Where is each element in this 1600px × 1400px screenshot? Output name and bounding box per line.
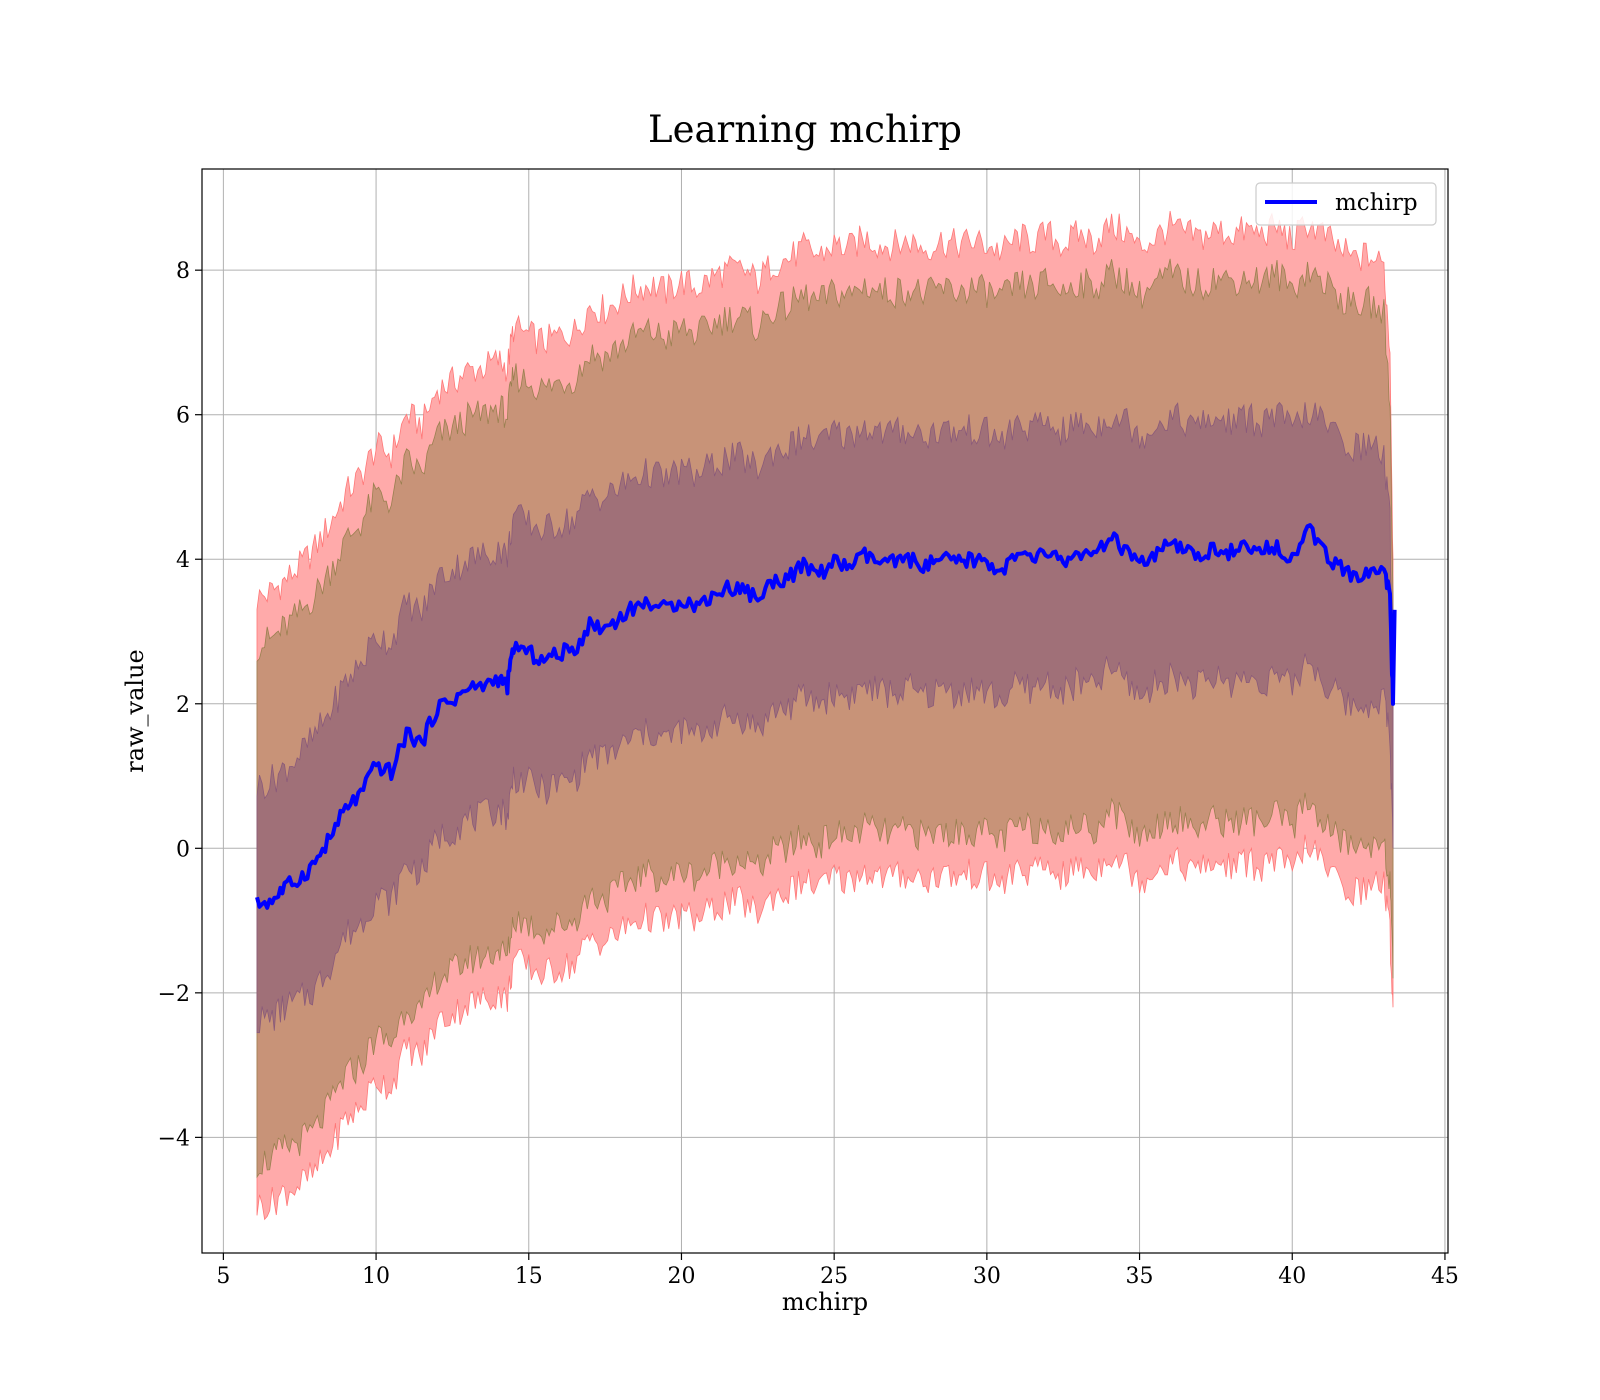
series [255,523,1397,910]
plot-frame [201,168,1449,1254]
ticks: 5 10 15 20 25 30 35 40 45 −4 −2 0 2 4 6 8 [158,259,1459,1289]
y-tick-label: 2 [176,693,190,718]
y-tick-label: 6 [176,404,190,429]
legend-box [1255,182,1437,226]
x-tick-label: 10 [362,1264,390,1289]
legend-label-mchirp: mchirp [1335,190,1418,216]
x-tick-label: 35 [1126,1264,1154,1289]
y-tick-label: 8 [176,259,190,284]
x-tick-label: 25 [820,1264,848,1289]
x-tick-label: 5 [216,1264,230,1289]
x-tick-label: 15 [515,1264,543,1289]
y-axis-label: raw_value [121,649,149,773]
x-axis-label: mchirp [782,1288,868,1316]
inner-band [256,401,1394,1034]
legend: mchirp [1255,182,1437,226]
x-tick-label: 45 [1431,1264,1459,1289]
x-tick-label: 20 [667,1264,695,1289]
y-tick-label: 4 [176,548,190,573]
bands [256,210,1394,1221]
y-tick-label: −2 [158,982,190,1007]
y-tick-label: 0 [176,837,190,862]
x-tick-label: 40 [1278,1264,1306,1289]
series-line-mchirp [255,523,1397,910]
y-tick-label: −4 [158,1126,190,1151]
x-tick-label: 30 [973,1264,1001,1289]
chart-title: Learning mchirp [648,108,962,151]
